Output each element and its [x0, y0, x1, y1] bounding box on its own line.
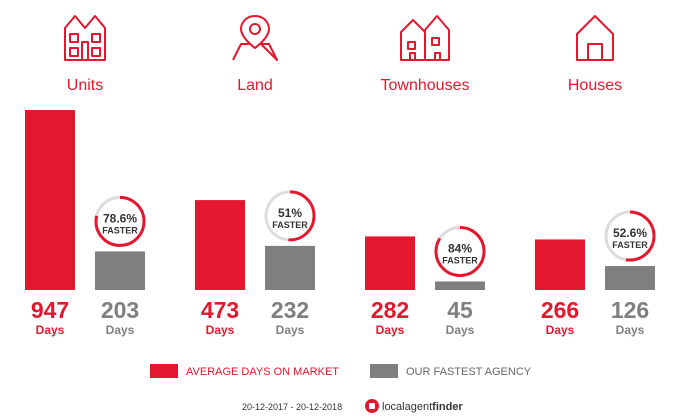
value-agency: 232 — [271, 297, 309, 323]
unit-label-agency: Days — [616, 323, 645, 337]
value-average: 473 — [201, 297, 239, 323]
faster-badge: 78.6%FASTER — [94, 195, 146, 247]
land-icon — [232, 15, 278, 61]
unit-label-average: Days — [376, 323, 405, 337]
faster-percent: 78.6% — [103, 211, 137, 225]
category-label: Land — [237, 77, 273, 94]
value-agency: 126 — [611, 297, 649, 323]
faster-label: FASTER — [612, 240, 648, 250]
bar-average — [195, 200, 245, 290]
value-labels: 947Days203Days473Days232Days282Days45Day… — [31, 297, 649, 337]
bars — [25, 110, 655, 290]
legend-swatch-average — [150, 364, 178, 378]
bar-agency — [435, 281, 485, 290]
value-agency: 45 — [447, 297, 473, 323]
unit-label-agency: Days — [276, 323, 305, 337]
value-average: 266 — [541, 297, 579, 323]
category-labels: Units Land Townhouses Houses — [67, 77, 622, 94]
value-agency: 203 — [101, 297, 139, 323]
unit-label-agency: Days — [106, 323, 135, 337]
bar-average — [365, 236, 415, 290]
faster-percent: 51% — [278, 206, 302, 220]
value-average: 947 — [31, 297, 69, 323]
bar-agency — [605, 266, 655, 290]
category-label: Houses — [568, 77, 622, 94]
faster-badge: 52.6%FASTER — [604, 210, 656, 262]
faster-label: FASTER — [442, 255, 478, 265]
faster-badge: 51%FASTER — [264, 190, 316, 242]
legend-label-average: AVERAGE DAYS ON MARKET — [186, 366, 339, 378]
value-average: 282 — [371, 297, 409, 323]
category-label: Units — [67, 77, 103, 94]
houses-icon — [576, 15, 614, 61]
bar-agency — [95, 251, 145, 290]
unit-label-average: Days — [36, 323, 65, 337]
unit-label-agency: Days — [446, 323, 475, 337]
faster-progress-ring — [264, 190, 316, 242]
brand-name-part2: finder — [432, 401, 463, 413]
units-icon — [64, 15, 106, 61]
category-icons — [64, 15, 614, 61]
legend-swatch-agency — [370, 364, 398, 378]
unit-label-average: Days — [206, 323, 235, 337]
faster-percent: 84% — [448, 241, 472, 255]
footer: 20-12-2017 - 20-12-2018 localagentfinder — [242, 399, 463, 413]
faster-label: FASTER — [272, 220, 308, 230]
faster-progress-ring — [94, 195, 146, 247]
bar-average — [535, 239, 585, 290]
faster-label: FASTER — [102, 225, 138, 235]
faster-badge: 84%FASTER — [434, 225, 486, 277]
footer-date-range: 20-12-2017 - 20-12-2018 — [242, 402, 342, 412]
faster-progress-ring — [434, 225, 486, 277]
townhouses-icon — [400, 15, 450, 61]
legend-label-agency: OUR FASTEST AGENCY — [406, 366, 532, 378]
brand-logo: localagentfinder — [365, 399, 463, 413]
svg-text:localagentfinder: localagentfinder — [382, 401, 463, 413]
faster-percent: 52.6% — [613, 226, 647, 240]
category-label: Townhouses — [381, 77, 470, 94]
bar-agency — [265, 245, 315, 290]
unit-label-average: Days — [546, 323, 575, 337]
bar-average — [25, 110, 75, 290]
faster-progress-ring — [604, 210, 656, 262]
brand-name-part1: localagent — [382, 401, 432, 413]
legend: AVERAGE DAYS ON MARKET OUR FASTEST AGENC… — [150, 364, 532, 378]
